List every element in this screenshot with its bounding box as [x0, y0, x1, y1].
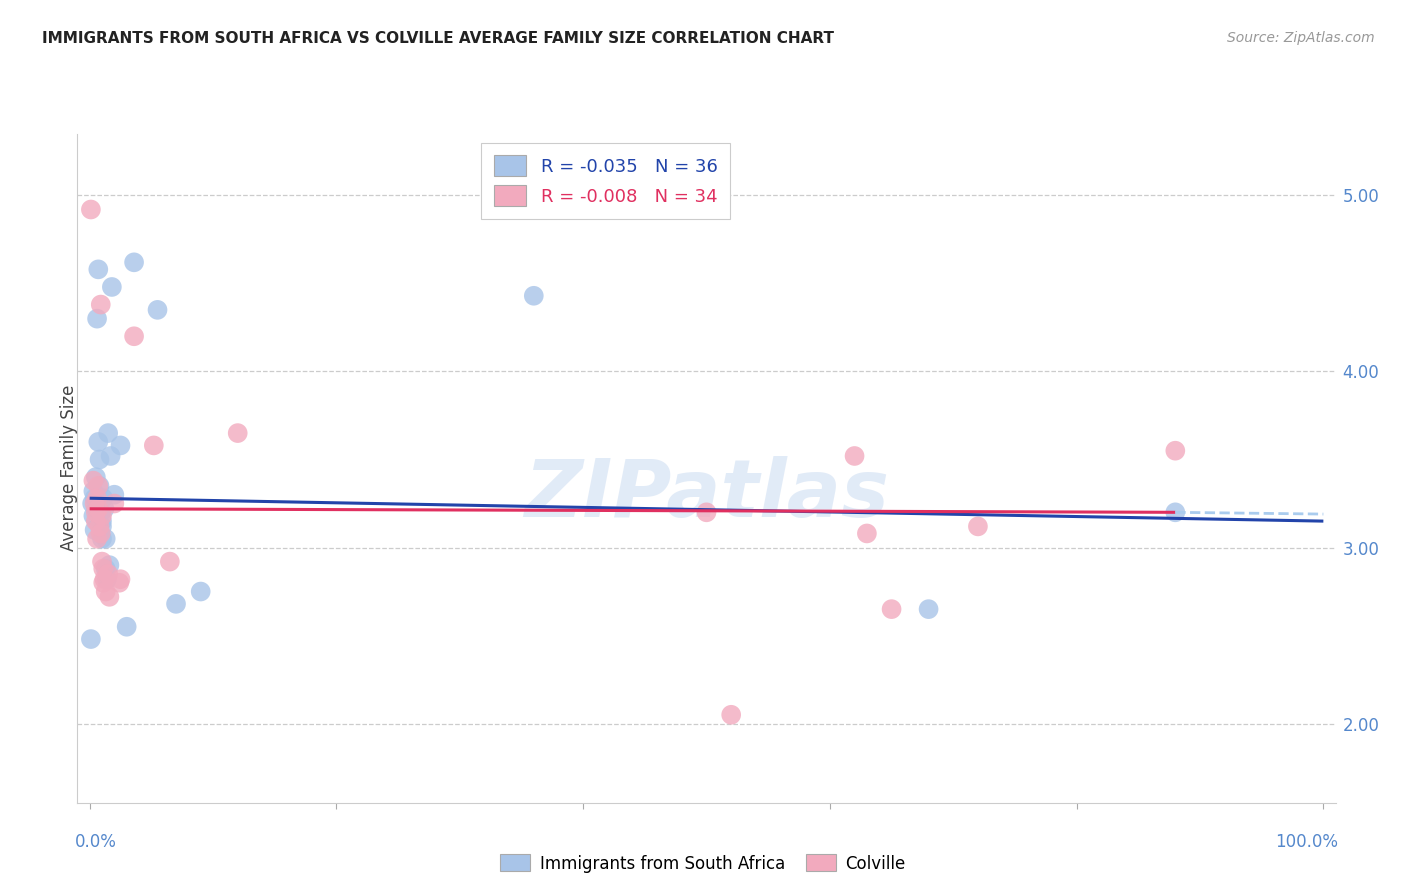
Text: Source: ZipAtlas.com: Source: ZipAtlas.com: [1227, 31, 1375, 45]
Point: [103, 488, 125, 502]
Point: [90, 526, 112, 541]
Point: [84, 505, 107, 519]
Point: [97, 566, 120, 581]
Point: [93, 501, 115, 516]
Point: [80, 202, 103, 217]
Point: [696, 505, 718, 519]
Point: [86, 532, 108, 546]
Point: [91, 514, 114, 528]
Point: [91, 508, 114, 523]
Point: [91, 555, 114, 569]
Point: [98, 590, 121, 604]
Point: [94, 532, 117, 546]
Point: [83, 491, 105, 506]
Point: [91, 519, 114, 533]
Point: [82, 484, 104, 499]
Point: [115, 620, 138, 634]
Point: [917, 602, 939, 616]
Point: [165, 597, 187, 611]
Point: [856, 526, 879, 541]
Point: [89, 519, 111, 533]
Point: [82, 496, 104, 510]
Point: [83, 496, 105, 510]
Text: IMMIGRANTS FROM SOUTH AFRICA VS COLVILLE AVERAGE FAMILY SIZE CORRELATION CHART: IMMIGRANTS FROM SOUTH AFRICA VS COLVILLE…: [42, 31, 834, 46]
Point: [94, 562, 117, 576]
Point: [89, 479, 111, 493]
Point: [84, 470, 107, 484]
Point: [122, 329, 145, 343]
Point: [720, 707, 742, 722]
Point: [94, 584, 117, 599]
Point: [89, 452, 111, 467]
Point: [101, 280, 124, 294]
Point: [86, 491, 108, 506]
Point: [190, 584, 212, 599]
Point: [226, 426, 249, 441]
Point: [108, 575, 131, 590]
Point: [91, 575, 114, 590]
Point: [146, 302, 169, 317]
Point: [82, 474, 104, 488]
Point: [83, 523, 105, 537]
Point: [103, 496, 125, 510]
Point: [110, 438, 132, 452]
Text: 0.0%: 0.0%: [75, 833, 117, 851]
Point: [84, 514, 107, 528]
Point: [84, 501, 107, 516]
Point: [142, 438, 165, 452]
Point: [87, 501, 110, 516]
Point: [100, 449, 122, 463]
Point: [159, 555, 181, 569]
Point: [80, 632, 103, 646]
Point: [93, 572, 115, 586]
Point: [87, 262, 110, 277]
Y-axis label: Average Family Size: Average Family Size: [60, 385, 77, 551]
Point: [880, 602, 903, 616]
Point: [87, 479, 110, 493]
Text: 100.0%: 100.0%: [1275, 833, 1339, 851]
Point: [86, 311, 108, 326]
Point: [844, 449, 866, 463]
Point: [110, 572, 132, 586]
Text: ZIPatlas: ZIPatlas: [524, 456, 889, 534]
Point: [1164, 505, 1187, 519]
Point: [90, 505, 112, 519]
Point: [523, 289, 546, 303]
Point: [98, 558, 121, 573]
Legend: R = -0.035   N = 36, R = -0.008   N = 34: R = -0.035 N = 36, R = -0.008 N = 34: [481, 143, 730, 219]
Point: [97, 426, 120, 441]
Point: [82, 508, 104, 523]
Point: [87, 434, 110, 449]
Point: [96, 572, 118, 586]
Point: [91, 491, 114, 506]
Point: [1164, 443, 1187, 458]
Point: [967, 519, 990, 533]
Point: [91, 532, 114, 546]
Point: [90, 297, 112, 311]
Legend: Immigrants from South Africa, Colville: Immigrants from South Africa, Colville: [494, 847, 912, 880]
Point: [91, 562, 114, 576]
Point: [122, 255, 145, 269]
